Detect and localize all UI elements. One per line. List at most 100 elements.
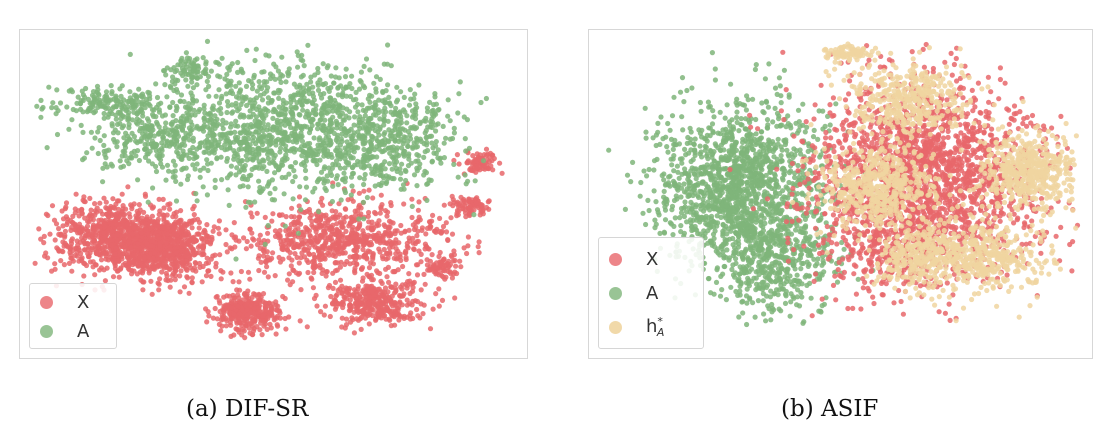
scatter-point xyxy=(367,301,373,307)
scatter-point xyxy=(50,100,56,106)
scatter-point xyxy=(379,202,385,208)
scatter-point xyxy=(182,142,188,148)
scatter-point xyxy=(173,198,180,204)
scatter-point xyxy=(340,117,346,123)
scatter-point xyxy=(382,285,389,291)
scatter-point xyxy=(260,313,266,319)
scatter-point xyxy=(170,174,176,180)
scatter-point xyxy=(369,219,375,225)
scatter-point xyxy=(219,177,225,183)
scatter-point xyxy=(265,122,271,128)
scatter-point xyxy=(274,322,280,328)
scatter-point xyxy=(311,148,317,154)
scatter-point xyxy=(253,114,260,120)
scatter-point xyxy=(369,133,375,139)
scatter-point xyxy=(294,243,300,249)
scatter-point xyxy=(294,119,300,125)
scatter-point xyxy=(142,146,148,152)
scatter-point xyxy=(69,268,75,274)
scatter-point xyxy=(470,153,476,159)
scatter-point xyxy=(81,247,88,253)
scatter-point xyxy=(86,244,92,250)
scatter-point xyxy=(216,218,222,224)
scatter-point xyxy=(228,88,234,94)
scatter-point xyxy=(288,221,294,227)
scatter-point xyxy=(191,107,197,113)
scatter-point xyxy=(386,227,392,233)
scatter-point xyxy=(361,242,367,248)
scatter-point xyxy=(85,232,91,238)
scatter-point xyxy=(371,301,377,307)
scatter-point xyxy=(228,171,234,177)
scatter-point xyxy=(338,121,345,127)
scatter-point xyxy=(197,144,203,150)
scatter-point xyxy=(167,132,173,138)
scatter-point xyxy=(356,216,362,222)
scatter-point xyxy=(349,219,355,225)
scatter-point xyxy=(181,221,188,227)
scatter-point xyxy=(224,99,231,105)
scatter-point xyxy=(225,130,231,136)
scatter-point xyxy=(478,202,484,208)
scatter-point xyxy=(204,239,210,245)
scatter-point xyxy=(397,126,403,132)
scatter-point xyxy=(172,277,178,283)
scatter-point xyxy=(327,169,333,175)
scatter-point xyxy=(319,142,325,148)
scatter-point xyxy=(66,126,72,132)
scatter-point xyxy=(212,177,218,183)
scatter-point xyxy=(157,151,163,157)
scatter-point xyxy=(81,198,87,204)
scatter-point xyxy=(354,308,360,314)
scatter-point xyxy=(203,61,209,67)
scatter-point xyxy=(296,194,303,200)
scatter-point xyxy=(38,97,44,103)
scatter-point xyxy=(416,248,422,254)
scatter-point xyxy=(409,214,415,221)
scatter-point xyxy=(94,209,100,215)
scatter-point xyxy=(256,79,262,85)
scatter-point xyxy=(347,302,353,308)
scatter-point xyxy=(161,265,167,271)
scatter-point xyxy=(365,96,371,102)
scatter-point xyxy=(147,148,153,154)
scatter-point xyxy=(310,189,316,195)
scatter-point xyxy=(274,117,280,123)
scatter-point xyxy=(117,158,123,164)
scatter-point xyxy=(391,269,397,275)
scatter-point xyxy=(398,170,404,176)
scatter-point xyxy=(483,152,490,158)
scatter-point xyxy=(273,138,279,145)
scatter-point xyxy=(358,326,364,332)
scatter-point xyxy=(205,161,211,167)
scatter-point xyxy=(108,203,114,210)
scatter-point xyxy=(323,239,329,245)
scatter-point xyxy=(277,75,283,82)
scatter-point xyxy=(424,197,430,203)
scatter-point xyxy=(149,138,155,144)
scatter-point xyxy=(271,197,278,203)
scatter-point xyxy=(84,109,90,115)
scatter-point xyxy=(261,147,267,153)
scatter-point xyxy=(86,219,92,225)
scatter-point xyxy=(204,319,210,325)
scatter-point xyxy=(342,156,348,162)
scatter-point xyxy=(313,229,319,235)
scatter-point xyxy=(343,296,350,302)
scatter-point xyxy=(179,154,185,160)
scatter-point xyxy=(246,114,252,120)
scatter-point xyxy=(356,86,363,92)
scatter-point xyxy=(121,135,127,141)
scatter-point xyxy=(114,232,120,238)
scatter-point xyxy=(104,95,110,101)
scatter-point xyxy=(212,305,218,312)
scatter-point xyxy=(373,112,379,118)
scatter-point xyxy=(251,237,257,243)
scatter-point xyxy=(120,101,126,107)
scatter-point xyxy=(230,316,236,322)
scatter-point xyxy=(189,280,195,286)
scatter-point xyxy=(247,108,253,114)
scatter-point xyxy=(186,155,192,161)
scatter-point xyxy=(279,137,285,143)
scatter-point xyxy=(329,165,335,171)
